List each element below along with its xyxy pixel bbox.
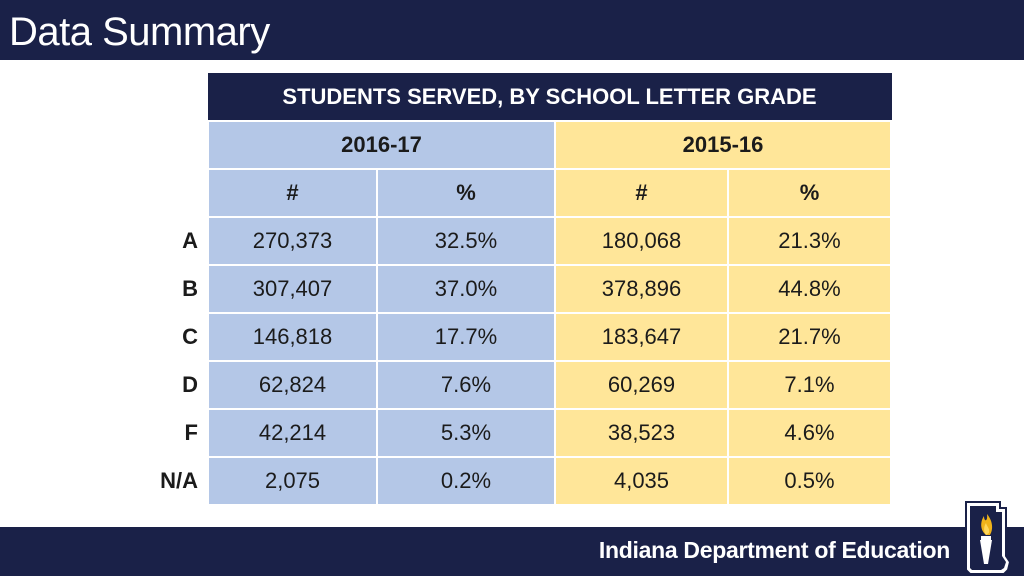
row-label: A	[156, 217, 208, 265]
row-label: N/A	[156, 457, 208, 505]
subheader-percent: %	[376, 168, 556, 218]
table-cell: 4,035	[554, 456, 729, 506]
table-cell: 0.2%	[376, 456, 556, 506]
table-row: F 42,214 5.3% 38,523 4.6%	[156, 408, 892, 458]
table-title: STUDENTS SERVED, BY SCHOOL LETTER GRADE	[207, 73, 892, 122]
table-row: B 307,407 37.0% 378,896 44.8%	[156, 264, 892, 314]
table-cell: 270,373	[207, 216, 378, 266]
row-label: D	[156, 361, 208, 409]
year-header-2015-16: 2015-16	[554, 120, 892, 170]
table-cell: 180,068	[554, 216, 729, 266]
table-cell: 38,523	[554, 408, 729, 458]
table-corner	[156, 169, 208, 217]
table-cell: 7.1%	[727, 360, 892, 410]
row-label: F	[156, 409, 208, 457]
table-cell: 5.3%	[376, 408, 556, 458]
year-header-2016-17: 2016-17	[207, 120, 556, 170]
table-corner	[156, 73, 208, 121]
table-cell: 378,896	[554, 264, 729, 314]
table-cell: 4.6%	[727, 408, 892, 458]
table-row: C 146,818 17.7% 183,647 21.7%	[156, 312, 892, 362]
data-table: STUDENTS SERVED, BY SCHOOL LETTER GRADE …	[156, 73, 892, 506]
table-cell: 42,214	[207, 408, 378, 458]
table-cell: 2,075	[207, 456, 378, 506]
table-cell: 0.5%	[727, 456, 892, 506]
subheader-percent: %	[727, 168, 892, 218]
table-cell: 146,818	[207, 312, 378, 362]
header-bar: Data Summary	[0, 0, 1024, 60]
table-cell: 62,824	[207, 360, 378, 410]
indiana-torch-icon	[965, 501, 1012, 575]
table-cell: 7.6%	[376, 360, 556, 410]
footer-org-name: Indiana Department of Education	[598, 537, 950, 563]
table-corner	[156, 121, 208, 169]
table-cell: 21.3%	[727, 216, 892, 266]
table-cell: 44.8%	[727, 264, 892, 314]
table-cell: 32.5%	[376, 216, 556, 266]
table-cell: 21.7%	[727, 312, 892, 362]
table-row: N/A 2,075 0.2% 4,035 0.5%	[156, 456, 892, 506]
table-row: A 270,373 32.5% 180,068 21.3%	[156, 216, 892, 266]
table-cell: 60,269	[554, 360, 729, 410]
page-title: Data Summary	[9, 10, 270, 54]
row-label: C	[156, 313, 208, 361]
footer-bar: Indiana Department of Education	[0, 527, 1024, 576]
row-label: B	[156, 265, 208, 313]
table-cell: 17.7%	[376, 312, 556, 362]
table-row: D 62,824 7.6% 60,269 7.1%	[156, 360, 892, 410]
subheader-count: #	[554, 168, 729, 218]
subheader-count: #	[207, 168, 378, 218]
table-cell: 183,647	[554, 312, 729, 362]
table-cell: 307,407	[207, 264, 378, 314]
table-cell: 37.0%	[376, 264, 556, 314]
